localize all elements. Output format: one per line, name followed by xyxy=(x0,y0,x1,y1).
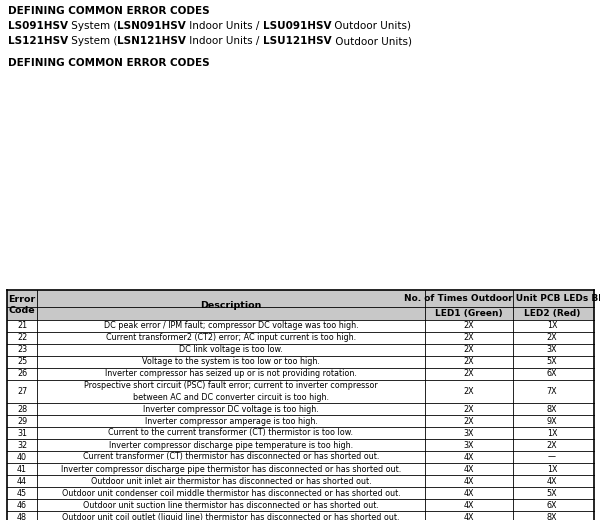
Text: 2X: 2X xyxy=(547,440,557,449)
Text: 29: 29 xyxy=(17,417,27,425)
Text: 28: 28 xyxy=(17,405,27,413)
Text: 6X: 6X xyxy=(547,500,557,510)
Text: 32: 32 xyxy=(17,440,27,449)
Text: Outdoor Units): Outdoor Units) xyxy=(331,21,411,31)
Text: Error
Code: Error Code xyxy=(8,295,35,315)
Text: 41: 41 xyxy=(17,464,27,474)
Text: DEFINING COMMON ERROR CODES: DEFINING COMMON ERROR CODES xyxy=(8,6,209,16)
Text: Inverter compressor DC voltage is too high.: Inverter compressor DC voltage is too hi… xyxy=(143,405,319,413)
Text: 4X: 4X xyxy=(464,464,474,474)
Text: DEFINING COMMON ERROR CODES: DEFINING COMMON ERROR CODES xyxy=(8,58,209,68)
Text: Inverter compressor has seized up or is not providing rotation.: Inverter compressor has seized up or is … xyxy=(105,370,357,379)
Text: 2X: 2X xyxy=(464,345,475,355)
Text: No. of Times Outdoor Unit PCB LEDs Blin: No. of Times Outdoor Unit PCB LEDs Blin xyxy=(404,294,600,303)
Text: 22: 22 xyxy=(17,333,27,343)
Text: LSN091HSV: LSN091HSV xyxy=(118,21,186,31)
Text: 4X: 4X xyxy=(464,513,474,520)
Text: 4X: 4X xyxy=(464,476,474,486)
Text: LS121HSV: LS121HSV xyxy=(8,36,68,46)
Text: 1X: 1X xyxy=(547,428,557,437)
Text: Inverter compressor discharge pipe thermistor has disconnected or has shorted ou: Inverter compressor discharge pipe therm… xyxy=(61,464,401,474)
Text: LS091HSV: LS091HSV xyxy=(8,21,68,31)
Text: Outdoor unit suction line thermistor has disconnected or has shorted out.: Outdoor unit suction line thermistor has… xyxy=(83,500,379,510)
Text: 9X: 9X xyxy=(547,417,557,425)
Text: 2X: 2X xyxy=(464,387,475,396)
Text: Inverter compressor discharge pipe temperature is too high.: Inverter compressor discharge pipe tempe… xyxy=(109,440,353,449)
Text: 1X: 1X xyxy=(547,321,557,331)
Text: System (: System ( xyxy=(68,36,118,46)
Text: 46: 46 xyxy=(17,500,27,510)
Text: DC link voltage is too low.: DC link voltage is too low. xyxy=(179,345,283,355)
Text: 23: 23 xyxy=(17,345,27,355)
Text: 31: 31 xyxy=(17,428,27,437)
Text: 44: 44 xyxy=(17,476,27,486)
Text: Current to the current transformer (CT) thermistor is too low.: Current to the current transformer (CT) … xyxy=(109,428,353,437)
Text: 2X: 2X xyxy=(547,333,557,343)
Text: Inverter compressor amperage is too high.: Inverter compressor amperage is too high… xyxy=(145,417,317,425)
Text: LSN121HSV: LSN121HSV xyxy=(118,36,187,46)
Text: Outdoor unit condenser coil middle thermistor has disconnected or has shorted ou: Outdoor unit condenser coil middle therm… xyxy=(62,488,400,498)
Text: LSU121HSV: LSU121HSV xyxy=(263,36,332,46)
Text: Outdoor unit coil outlet (liquid line) thermistor has disconnected or has shorte: Outdoor unit coil outlet (liquid line) t… xyxy=(62,513,400,520)
Text: 26: 26 xyxy=(17,370,27,379)
Text: Voltage to the system is too low or too high.: Voltage to the system is too low or too … xyxy=(142,358,320,367)
Bar xyxy=(7,290,594,320)
Text: 25: 25 xyxy=(17,358,27,367)
Text: Current transformer (CT) thermistor has disconnected or has shorted out.: Current transformer (CT) thermistor has … xyxy=(83,452,379,462)
Text: 3X: 3X xyxy=(547,345,557,355)
Text: DC peak error / IPM fault; compressor DC voltage was too high.: DC peak error / IPM fault; compressor DC… xyxy=(104,321,358,331)
Text: 5X: 5X xyxy=(547,488,557,498)
Text: 48: 48 xyxy=(17,513,27,520)
Text: 1X: 1X xyxy=(547,464,557,474)
Text: Current transformer2 (CT2) error; AC input current is too high.: Current transformer2 (CT2) error; AC inp… xyxy=(106,333,356,343)
Text: Indoor Units /: Indoor Units / xyxy=(187,36,263,46)
Text: 21: 21 xyxy=(17,321,27,331)
Text: 5X: 5X xyxy=(547,358,557,367)
Text: 6X: 6X xyxy=(547,370,557,379)
Text: Outdoor unit inlet air thermistor has disconnected or has shorted out.: Outdoor unit inlet air thermistor has di… xyxy=(91,476,371,486)
Text: 3X: 3X xyxy=(464,440,474,449)
Text: Indoor Units /: Indoor Units / xyxy=(186,21,263,31)
Text: 7X: 7X xyxy=(547,387,557,396)
Text: Outdoor Units): Outdoor Units) xyxy=(332,36,412,46)
Text: 2X: 2X xyxy=(464,370,475,379)
Text: 2X: 2X xyxy=(464,358,475,367)
Text: 2X: 2X xyxy=(464,333,475,343)
Text: 4X: 4X xyxy=(464,452,474,462)
Text: 27: 27 xyxy=(17,387,27,396)
Text: 8X: 8X xyxy=(547,405,557,413)
Text: 2X: 2X xyxy=(464,405,475,413)
Text: 4X: 4X xyxy=(464,488,474,498)
Text: —: — xyxy=(548,452,556,462)
Text: Prospective short circuit (PSC) fault error; current to inverter compressor
betw: Prospective short circuit (PSC) fault er… xyxy=(84,382,378,401)
Bar xyxy=(7,290,594,520)
Text: System (: System ( xyxy=(68,21,118,31)
Text: Description: Description xyxy=(200,301,262,309)
Text: 8X: 8X xyxy=(547,513,557,520)
Text: 3X: 3X xyxy=(464,428,474,437)
Text: 40: 40 xyxy=(17,452,27,462)
Text: 4X: 4X xyxy=(547,476,557,486)
Text: LED1 (Green): LED1 (Green) xyxy=(435,309,503,318)
Text: 2X: 2X xyxy=(464,321,475,331)
Text: LED2 (Red): LED2 (Red) xyxy=(524,309,580,318)
Text: LSU091HSV: LSU091HSV xyxy=(263,21,331,31)
Text: 2X: 2X xyxy=(464,417,475,425)
Text: 4X: 4X xyxy=(464,500,474,510)
Text: 45: 45 xyxy=(17,488,27,498)
